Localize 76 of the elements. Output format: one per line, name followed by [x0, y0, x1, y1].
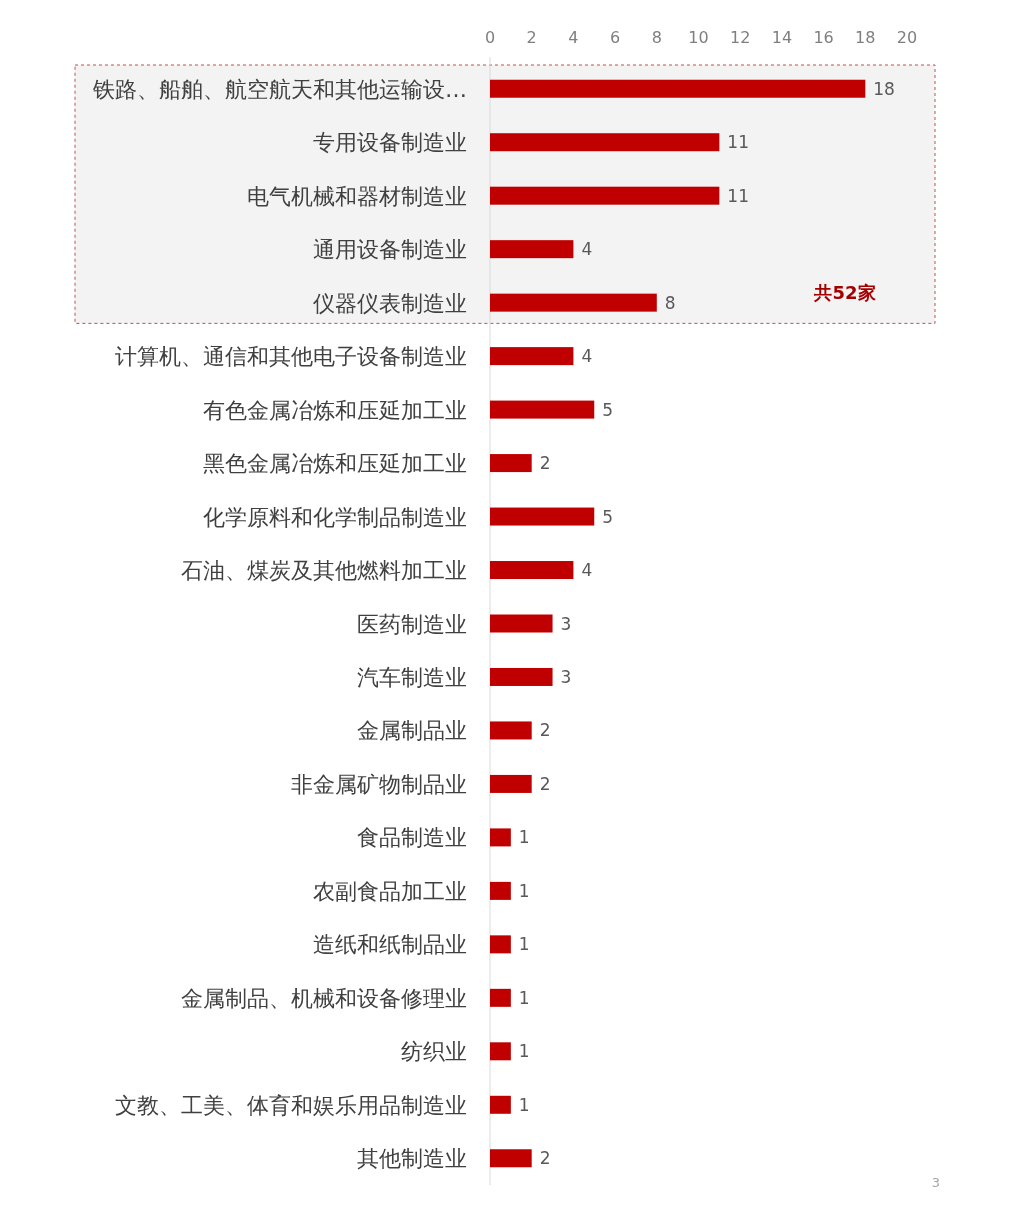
band-label: 共52家 [813, 281, 876, 303]
data-label: 8 [664, 292, 676, 313]
y-tick-label: 纺织业 [401, 1039, 467, 1065]
bar [490, 1149, 532, 1168]
data-label: 4 [581, 560, 593, 581]
y-tick-label: 仪器仪表制造业 [313, 290, 467, 316]
y-tick-label: 电气机械和器材制造业 [247, 183, 467, 209]
data-label: 18 [873, 78, 895, 99]
data-label: 1 [518, 987, 530, 1008]
data-label: 4 [581, 346, 593, 367]
data-label: 2 [539, 453, 551, 474]
y-tick-label: 农副食品加工业 [313, 878, 467, 904]
y-tick-label: 造纸和纸制品业 [313, 932, 467, 958]
y-tick-label: 汽车制造业 [357, 664, 467, 690]
x-tick-label: 4 [568, 28, 579, 47]
bar [490, 667, 553, 686]
data-label: 2 [539, 1148, 551, 1169]
data-label: 11 [727, 132, 749, 153]
data-label: 1 [518, 1041, 530, 1062]
x-tick-label: 18 [855, 28, 876, 47]
data-label: 2 [539, 720, 551, 741]
y-tick-label: 有色金属冶炼和压延加工业 [203, 397, 467, 423]
bar [490, 293, 657, 312]
data-label: 3 [560, 666, 572, 687]
x-tick-label: 10 [688, 28, 709, 47]
bar [490, 507, 595, 526]
x-tick-label: 16 [813, 28, 834, 47]
bar [490, 721, 532, 740]
bar [490, 774, 532, 793]
bar [490, 79, 866, 98]
y-tick-label: 金属制品、机械和设备修理业 [181, 985, 467, 1011]
data-label: 5 [602, 506, 614, 527]
data-label: 11 [727, 185, 749, 206]
y-tick-label: 金属制品业 [357, 718, 467, 744]
y-tick-label: 石油、煤炭及其他燃料加工业 [181, 558, 467, 584]
bar [490, 561, 574, 580]
x-tick-label: 12 [730, 28, 751, 47]
y-tick-label: 专用设备制造业 [313, 130, 467, 156]
bar [490, 400, 595, 419]
data-label: 1 [518, 880, 530, 901]
bar [490, 828, 511, 847]
data-label: 1 [518, 934, 530, 955]
text: 3 [931, 1175, 941, 1190]
y-tick-label: 化学原料和化学制品制造业 [203, 504, 467, 530]
bar [490, 133, 720, 152]
x-tick-label: 2 [526, 28, 537, 47]
bar [490, 347, 574, 366]
y-tick-label: 食品制造业 [357, 825, 467, 851]
y-tick-label: 通用设备制造业 [313, 237, 467, 263]
data-label: 2 [539, 773, 551, 794]
y-tick-label: 医药制造业 [357, 611, 467, 637]
data-label: 5 [602, 399, 614, 420]
bar [490, 881, 511, 900]
x-tick-label: 14 [771, 28, 793, 47]
x-tick-label: 20 [896, 28, 918, 47]
x-tick-label: 6 [610, 28, 621, 47]
x-tick-label: 0 [484, 28, 496, 47]
bar [490, 614, 553, 633]
y-tick-label: 黑色金属冶炼和压延加工业 [203, 451, 467, 477]
y-tick-label: 非金属矿物制品业 [291, 771, 467, 797]
bar [490, 988, 511, 1007]
data-label: 1 [518, 827, 530, 848]
bar [490, 1095, 511, 1114]
y-tick-label: 其他制造业 [357, 1146, 467, 1172]
y-tick-label: 文教、工美、体育和娱乐用品制造业 [115, 1092, 467, 1118]
bar [490, 454, 532, 473]
y-tick-label: 计算机、通信和其他电子设备制造业 [115, 344, 467, 370]
bar [490, 186, 720, 205]
bar [490, 240, 574, 259]
bar [490, 935, 511, 954]
data-label: 1 [518, 1094, 530, 1115]
y-tick-label: 铁路、船舶、航空航天和其他运输设… [92, 76, 467, 102]
data-label: 4 [581, 239, 593, 260]
x-tick-label: 8 [651, 28, 662, 47]
bar [490, 1042, 511, 1061]
data-label: 3 [560, 613, 572, 634]
